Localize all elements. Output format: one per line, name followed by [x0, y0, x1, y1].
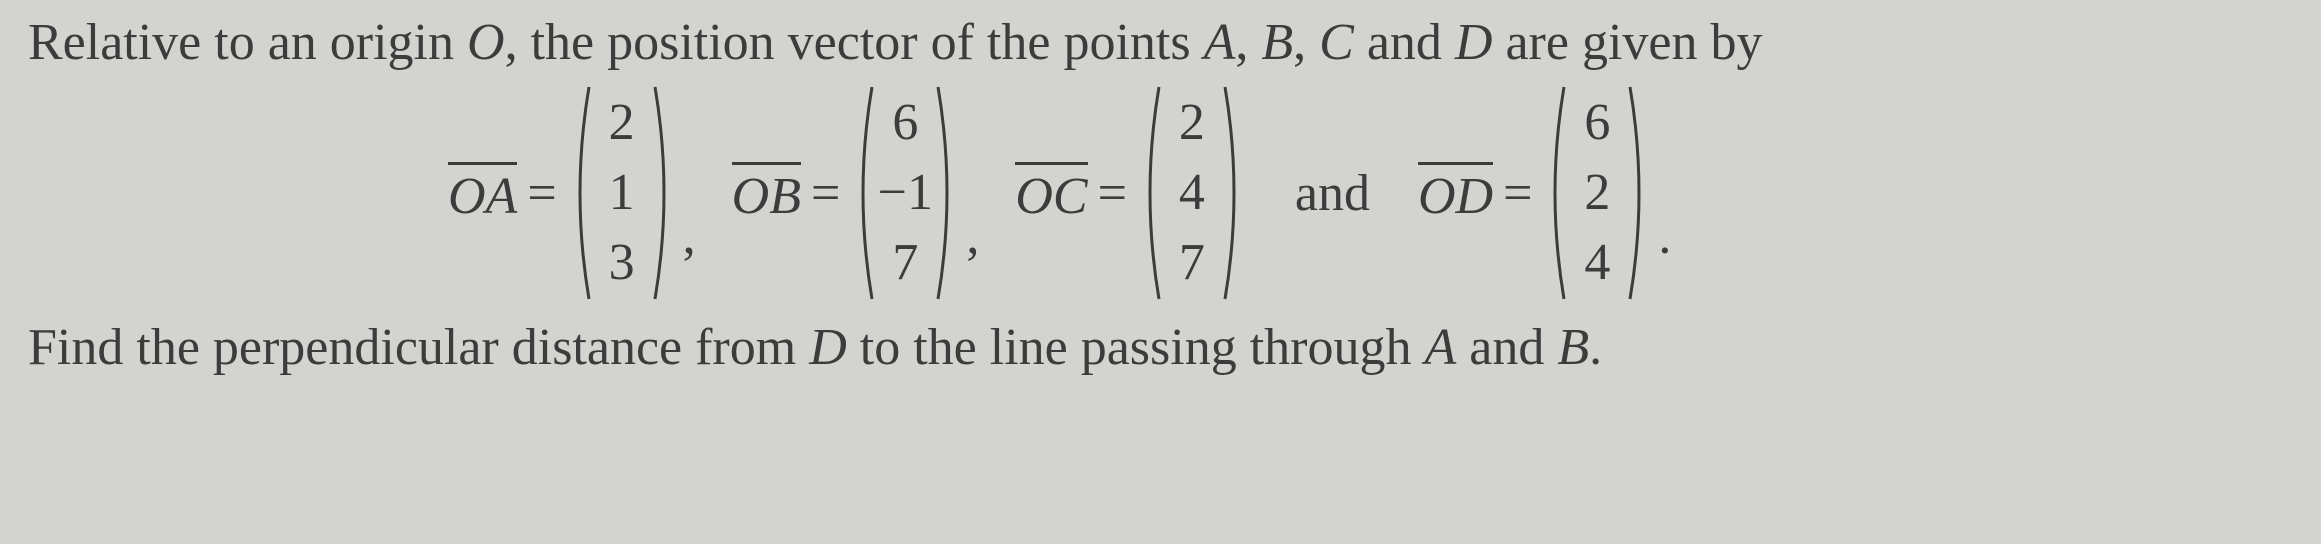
- text-fragment: are given by: [1492, 14, 1762, 71]
- vector-entry: 4: [1584, 237, 1610, 289]
- vector-label: OC: [1015, 168, 1087, 225]
- text-fragment: ,: [1293, 14, 1319, 71]
- vector-label: OD: [1418, 168, 1493, 225]
- vector-OD-name: OD: [1418, 158, 1493, 229]
- right-paren-icon: [1626, 83, 1652, 303]
- vector-entry: −1: [878, 167, 933, 219]
- and-word: and: [1295, 161, 1370, 226]
- vector-entry: 7: [1179, 237, 1205, 289]
- text-fragment: Relative to an origin: [28, 14, 467, 71]
- vector-OA-column: 2 1 3: [593, 88, 651, 298]
- var-C: C: [1319, 14, 1354, 71]
- left-paren-icon: [567, 83, 593, 303]
- vector-OC-column: 2 4 7: [1163, 88, 1221, 298]
- problem-text: Relative to an origin O, the position ve…: [0, 0, 2321, 380]
- overline-icon: [448, 162, 517, 165]
- vector-OA-name: OA: [448, 158, 517, 229]
- vector-entry: 2: [609, 97, 635, 149]
- vector-OB-name: OB: [732, 158, 801, 229]
- text-fragment: ,: [1235, 14, 1261, 71]
- comma: ,: [966, 204, 979, 303]
- right-paren-icon: [934, 83, 960, 303]
- comma: ,: [683, 204, 696, 303]
- vector-entry: 6: [1584, 97, 1610, 149]
- equation-row: OA = 2 1 3 , OB = 6 −1 7 ,: [28, 83, 2293, 303]
- text-fragment: .: [1589, 319, 1602, 376]
- vector-OC-name: OC: [1015, 158, 1087, 229]
- vector-entry: 2: [1179, 97, 1205, 149]
- var-A: A: [1204, 14, 1236, 71]
- text-fragment: and: [1456, 319, 1557, 376]
- text-fragment: and: [1354, 14, 1455, 71]
- intro-line: Relative to an origin O, the position ve…: [28, 10, 2293, 75]
- vector-OB-column: 6 −1 7: [876, 88, 934, 298]
- vector-entry: 3: [609, 237, 635, 289]
- var-B: B: [1557, 319, 1589, 376]
- var-A: A: [1424, 319, 1456, 376]
- overline-icon: [1015, 162, 1087, 165]
- period: .: [1658, 204, 1671, 303]
- equals-sign: =: [811, 161, 840, 226]
- text-fragment: Find the perpendicular distance from: [28, 319, 809, 376]
- var-D: D: [1455, 14, 1493, 71]
- question-line: Find the perpendicular distance from D t…: [28, 315, 2293, 380]
- equals-sign: =: [527, 161, 556, 226]
- left-paren-icon: [850, 83, 876, 303]
- right-paren-icon: [1221, 83, 1247, 303]
- text-fragment: to the line passing through: [847, 319, 1425, 376]
- overline-icon: [1418, 162, 1493, 165]
- vector-entry: 2: [1584, 167, 1610, 219]
- vector-entry: 1: [609, 167, 635, 219]
- vector-label: OB: [732, 168, 801, 225]
- vector-label: OA: [448, 168, 517, 225]
- var-O: O: [467, 14, 505, 71]
- right-paren-icon: [651, 83, 677, 303]
- equals-sign: =: [1098, 161, 1127, 226]
- equals-sign: =: [1503, 161, 1532, 226]
- left-paren-icon: [1542, 83, 1568, 303]
- left-paren-icon: [1137, 83, 1163, 303]
- vector-entry: 6: [892, 97, 918, 149]
- overline-icon: [732, 162, 801, 165]
- var-D: D: [809, 319, 847, 376]
- vector-OD-column: 6 2 4: [1568, 88, 1626, 298]
- text-fragment: , the position vector of the points: [505, 14, 1204, 71]
- vector-entry: 7: [892, 237, 918, 289]
- var-B: B: [1261, 14, 1293, 71]
- vector-entry: 4: [1179, 167, 1205, 219]
